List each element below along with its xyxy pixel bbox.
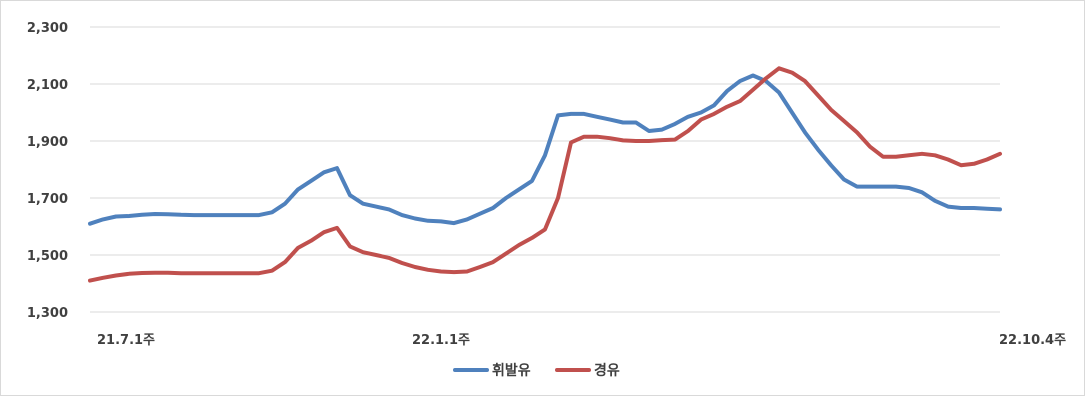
series-line-2 (88, 66, 1002, 283)
x-tick-label: 22.1.1주 (412, 333, 470, 348)
y-tick-label: 1,300 (27, 306, 68, 321)
series-line-1 (88, 73, 1002, 226)
gridlines (90, 26, 1000, 256)
y-tick-label: 2,100 (27, 78, 68, 93)
x-tick-label: 22.10.4주 (999, 333, 1066, 348)
x-tick-label: 21.7.1주 (97, 333, 155, 348)
y-tick-label: 2,300 (27, 21, 68, 36)
series-lines (88, 66, 1002, 283)
y-axis-ticks: 1,300 1,500 1,700 1,900 2,100 2,300 (27, 21, 68, 321)
legend-label: 휘발유 (492, 362, 531, 379)
legend: 휘발유 경유 (453, 362, 620, 379)
y-tick-label: 1,700 (27, 192, 68, 207)
x-axis-ticks: 21.7.1주 22.1.1주 22.10.4주 (97, 333, 1066, 348)
y-tick-label: 1,500 (27, 249, 68, 264)
y-tick-label: 1,900 (27, 135, 68, 150)
legend-label: 경유 (594, 362, 620, 379)
